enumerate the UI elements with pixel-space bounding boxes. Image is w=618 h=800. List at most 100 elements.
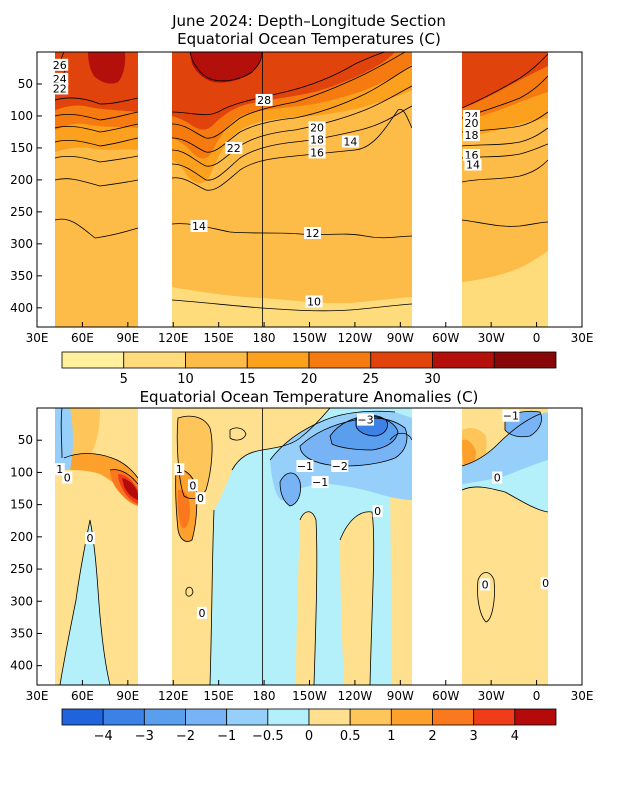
chart1-colorbar-swatch [493, 351, 557, 369]
anom-band-above-4 [122, 478, 138, 500]
chart1-contour-label-bg [464, 158, 482, 171]
chart2-colorbar-swatch [61, 708, 104, 726]
chart1-contour-label-bg [304, 226, 322, 239]
chart1-colorbar-label: 30 [424, 372, 441, 387]
chart2-x-tick-label: 30W [478, 689, 505, 703]
chart2-contour-label: 0 [64, 472, 71, 485]
chart2-colorbar-label: −4 [94, 729, 113, 744]
chart1-contours [54, 52, 549, 312]
chart1-contour-label-bg [462, 148, 480, 161]
chart1-x-tick-label: 60W [432, 331, 459, 345]
chart2-colorbar-swatch [390, 708, 433, 726]
chart1-y-tick-label: 300 [10, 237, 33, 251]
chart2-y-tick-label: 200 [10, 530, 33, 544]
chart1-contour-label: 14 [466, 159, 480, 172]
chart1-contour-label: 14 [192, 220, 206, 233]
chart2-colorbar-label: −3 [135, 729, 154, 744]
chart2-contours [59, 408, 549, 685]
chart2-x-tick-label: 60E [71, 689, 94, 703]
chart2-colorbar: −4 −3 −2 −1 −0.5 0 0.5 1 2 3 4 [61, 708, 557, 744]
chart1-x-tick-label: 120E [158, 331, 189, 345]
chart1-x-tick-label: 30E [26, 331, 49, 345]
chart1-x-tick-label: 0 [533, 331, 541, 345]
chart2-title: Equatorial Ocean Temperature Anomalies (… [140, 388, 479, 406]
chart2-colorbar-label: −0.5 [252, 729, 284, 744]
chart2-x-tick-label: 90E [116, 689, 139, 703]
chart1-land-mask-west [37, 52, 55, 327]
chart1-x-tick-label: 150E [203, 331, 234, 345]
chart2-colorbar-swatch [514, 708, 557, 726]
chart1-contour-label: 12 [306, 227, 320, 240]
chart2-axes: 30E 60E 90E 120E 150E 180 150W 120W 90W 60W 30W 0 30… [10, 433, 593, 703]
chart2-x-tick-label: 0 [533, 689, 541, 703]
chart1-contour-label-bg [305, 295, 323, 308]
chart2-contour-label-bg [372, 505, 383, 518]
chart2-contour-label: −2 [332, 460, 348, 473]
chart1-contour-label-bg [308, 121, 326, 134]
chart1-land-mask-americas [412, 52, 462, 327]
chart2-x-tick-label: 30E [26, 689, 49, 703]
chart2-contour-label-bg [502, 409, 520, 422]
chart1-contour-label-bg [225, 141, 243, 154]
chart1-colorbar-label: 10 [177, 372, 194, 387]
chart1-contour-label: 18 [464, 129, 478, 142]
chart2-contour-label: −1 [503, 410, 519, 423]
temp-band-25-30 [55, 52, 548, 130]
chart2-colorbar-swatch [143, 708, 186, 726]
chart2-colorbar-swatch [473, 708, 516, 726]
chart2-contour-label-bg [480, 578, 491, 591]
anom-band-neg1-neg0.5 [55, 408, 548, 501]
chart2-x-tick-label: 150E [203, 689, 234, 703]
temp-band-5-10-atlantic [462, 251, 548, 327]
chart1-contour-label: 26 [53, 59, 67, 72]
chart2-contour-label-bg [492, 471, 503, 484]
chart1-colorbar-label: 5 [120, 372, 128, 387]
chart2-x-tick-label: 120W [338, 689, 373, 703]
chart2-contour-label: −1 [312, 476, 328, 489]
chart2-y-tick-label: 300 [10, 594, 33, 608]
chart1-contour-label: 14 [343, 136, 357, 149]
chart2-contour-label-bg [311, 476, 329, 489]
chart2-y-tick-label: 350 [10, 626, 33, 640]
chart2-x-tick-label: 90W [387, 689, 414, 703]
chart2-x-tick-label: 180 [253, 689, 276, 703]
chart2-x-tick-label: 150W [292, 689, 327, 703]
chart1-x-tick-label: 60E [71, 331, 94, 345]
chart1-colorbar-label: 15 [239, 372, 256, 387]
chart1-contour-label-bg [255, 93, 273, 106]
chart2-x-tick-label: 60W [432, 689, 459, 703]
chart1-contour-label-bg [51, 82, 69, 95]
chart1-contour-label: 28 [257, 94, 271, 107]
chart2-x-tick-label: 30E [571, 689, 594, 703]
chart1-contour-label-bg [341, 135, 359, 148]
chart1-colorbar-swatch [246, 351, 310, 369]
chart1-temperature-field [37, 52, 582, 327]
chart2-y-tick-label: 400 [10, 659, 33, 673]
chart2-colorbar-swatch [226, 708, 269, 726]
chart2-contour-label: 1 [56, 463, 63, 476]
chart1-y-tick-label: 250 [10, 205, 33, 219]
chart1-y-tick-label: 100 [10, 109, 33, 123]
chart2-contour-label-bg [540, 577, 551, 590]
chart2-contour-label-bg [331, 459, 349, 472]
chart1-x-tick-label: 90E [116, 331, 139, 345]
chart2-contour-label-bg [195, 492, 206, 505]
chart2-contour-label-bg [197, 606, 208, 619]
chart1-land-mask-africa [548, 52, 582, 327]
chart1-x-tick-label: 90W [387, 331, 414, 345]
chart2-contour-label: −3 [357, 414, 373, 427]
chart2-contour-label-bg [296, 459, 314, 472]
chart2-colorbar-label: 1 [387, 729, 395, 744]
chart2-colorbar-swatch [185, 708, 228, 726]
chart2-y-tick-label: 250 [10, 562, 33, 576]
chart2-colorbar-label: 3 [470, 729, 478, 744]
chart1-y-tick-label: 50 [18, 77, 33, 91]
chart1-contour-label: 20 [310, 121, 324, 134]
chart2-contour-label: 0 [197, 492, 204, 505]
chart1-colorbar-swatch [61, 351, 125, 369]
chart2-contour-label-bg [357, 413, 375, 426]
chart1-colorbar-swatch [185, 351, 248, 369]
